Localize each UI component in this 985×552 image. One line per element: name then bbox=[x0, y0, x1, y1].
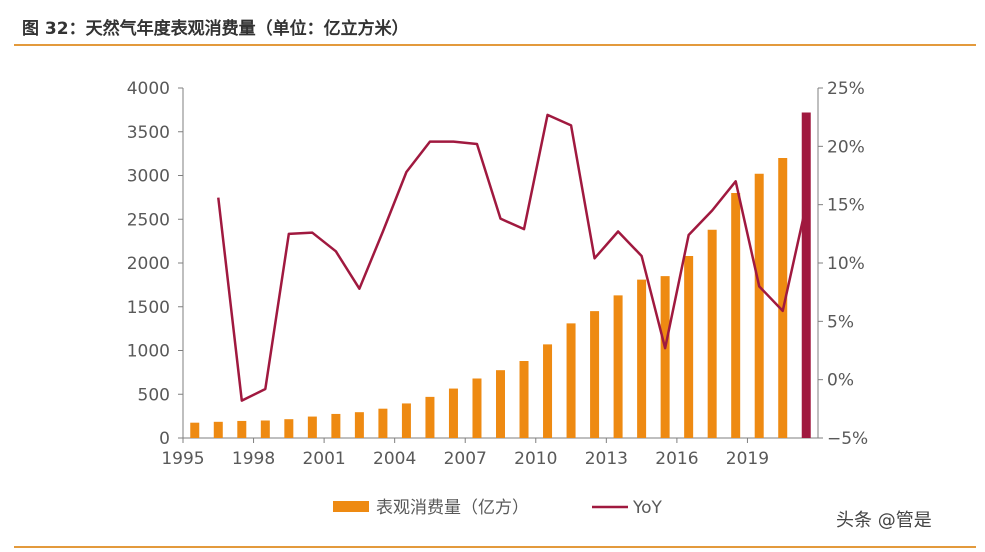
legend-bar-label: 表观消费量（亿方） bbox=[376, 498, 529, 518]
bar bbox=[190, 422, 200, 438]
left-tick-label: 2000 bbox=[127, 254, 170, 274]
yoy-line bbox=[217, 113, 808, 402]
x-tick-label: 1995 bbox=[161, 449, 204, 469]
bar bbox=[684, 256, 694, 438]
left-tick-label: 500 bbox=[138, 385, 170, 405]
bar bbox=[613, 295, 623, 438]
bar bbox=[801, 112, 811, 438]
left-tick-label: 1000 bbox=[127, 342, 170, 362]
legend-bar-swatch bbox=[333, 501, 369, 512]
x-tick-label: 2001 bbox=[302, 449, 345, 469]
bar bbox=[731, 193, 741, 438]
bar bbox=[660, 276, 670, 438]
chart-title: 图 32：天然气年度表观消费量（单位：亿立方米） bbox=[22, 19, 409, 39]
bar bbox=[590, 311, 600, 438]
bar bbox=[331, 413, 341, 438]
right-tick-label: 25% bbox=[827, 79, 865, 99]
bar bbox=[237, 420, 247, 438]
bar bbox=[472, 378, 482, 438]
x-tick-label: 1998 bbox=[232, 449, 275, 469]
left-tick-label: 0 bbox=[159, 429, 170, 449]
watermark: 头条 @管是 bbox=[836, 510, 932, 531]
legend-line-label: YoY bbox=[632, 498, 663, 518]
right-tick-label: 5% bbox=[827, 312, 854, 332]
bar bbox=[401, 403, 411, 438]
x-tick-label: 2007 bbox=[444, 449, 487, 469]
bar bbox=[496, 370, 505, 438]
bar bbox=[213, 421, 223, 438]
bar bbox=[707, 229, 717, 438]
left-tick-label: 1500 bbox=[127, 298, 170, 318]
top-rule bbox=[14, 44, 976, 46]
x-tick-label: 2016 bbox=[655, 449, 698, 469]
bar bbox=[260, 420, 270, 438]
bar bbox=[754, 173, 764, 438]
right-tick-label: 10% bbox=[827, 254, 865, 274]
left-tick-label: 4000 bbox=[127, 79, 170, 99]
right-tick-label: 15% bbox=[827, 196, 865, 216]
bar bbox=[519, 361, 529, 438]
bar bbox=[307, 416, 317, 438]
left-tick-label: 3500 bbox=[127, 123, 170, 143]
right-tick-label: 20% bbox=[827, 137, 865, 157]
x-tick-label: 2004 bbox=[373, 449, 416, 469]
x-tick-label: 2013 bbox=[585, 449, 628, 469]
bar bbox=[543, 344, 553, 438]
x-tick-label: 2010 bbox=[514, 449, 557, 469]
left-tick-label: 3000 bbox=[127, 167, 170, 187]
right-tick-label: 0% bbox=[827, 371, 854, 391]
bar bbox=[566, 323, 576, 438]
bar bbox=[378, 408, 388, 438]
bar bbox=[637, 279, 647, 438]
bar bbox=[354, 412, 364, 438]
x-tick-label: 2019 bbox=[726, 449, 769, 469]
bar bbox=[284, 419, 294, 438]
bar bbox=[448, 388, 458, 438]
left-tick-label: 2500 bbox=[127, 210, 170, 230]
bar bbox=[778, 158, 788, 438]
right-tick-label: −5% bbox=[827, 429, 868, 449]
bottom-rule bbox=[14, 546, 976, 548]
bar bbox=[425, 396, 435, 438]
